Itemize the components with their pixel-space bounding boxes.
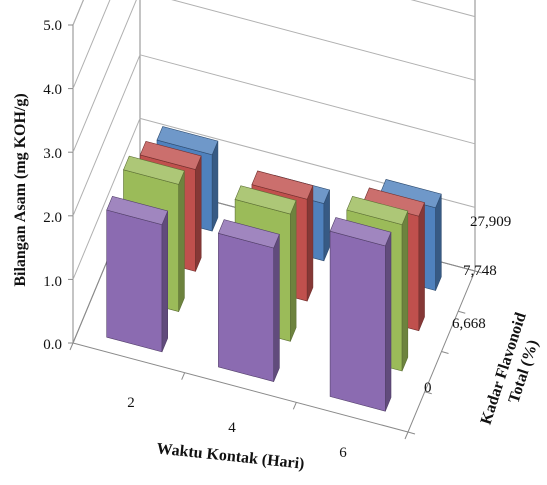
tick-mark [441, 351, 449, 354]
gridline [171, 0, 476, 81]
x-axis-ticks: 2 4 6 [127, 395, 347, 461]
depth-tick-label: 6,668 [452, 316, 486, 332]
y-tick-label: 3.0 [43, 146, 62, 162]
y-tick-label: 2.0 [43, 210, 62, 226]
depth-axis-ticks: 0 6,668 7,748 27,909 [424, 214, 511, 396]
gridline [72, 0, 137, 153]
x-tick-label: 4 [228, 420, 236, 436]
gridline [72, 118, 141, 280]
bar-series-1-4 [217, 219, 280, 382]
tick-mark [404, 431, 409, 440]
tick-mark [292, 402, 297, 410]
x-axis-title: Waktu Kontak (Hari) [156, 440, 305, 472]
y-tick-label: 4.0 [43, 82, 62, 98]
x-tick-label: 2 [127, 395, 135, 411]
gridline [410, 0, 476, 18]
tick-mark [474, 270, 483, 274]
depth-tick-label: 0 [424, 380, 432, 396]
bars [106, 126, 442, 412]
tick-mark [458, 310, 466, 314]
y-axis-title: Bilangan Asam (mg KOH/g) [12, 93, 29, 286]
gridline [139, 54, 476, 145]
y-tick-label: 1.0 [43, 274, 62, 290]
tick-mark [181, 372, 186, 380]
bar-series-1-2 [106, 195, 169, 353]
gridline [72, 0, 111, 89]
y-tick-label: 0.0 [43, 337, 62, 353]
y-axis-ticks: 0.0 1.0 2.0 3.0 4.0 5.0 [43, 18, 62, 353]
x-tick-label: 6 [339, 445, 347, 461]
depth-tick-label: 27,909 [470, 214, 511, 230]
y-tick-label: 5.0 [43, 18, 62, 34]
bar-series-1-6 [329, 217, 392, 412]
tick-mark [407, 431, 416, 435]
depth-tick-label: 7,748 [463, 263, 497, 279]
tick-mark [69, 342, 74, 351]
tick-mark [424, 391, 432, 395]
gridline [72, 54, 141, 216]
